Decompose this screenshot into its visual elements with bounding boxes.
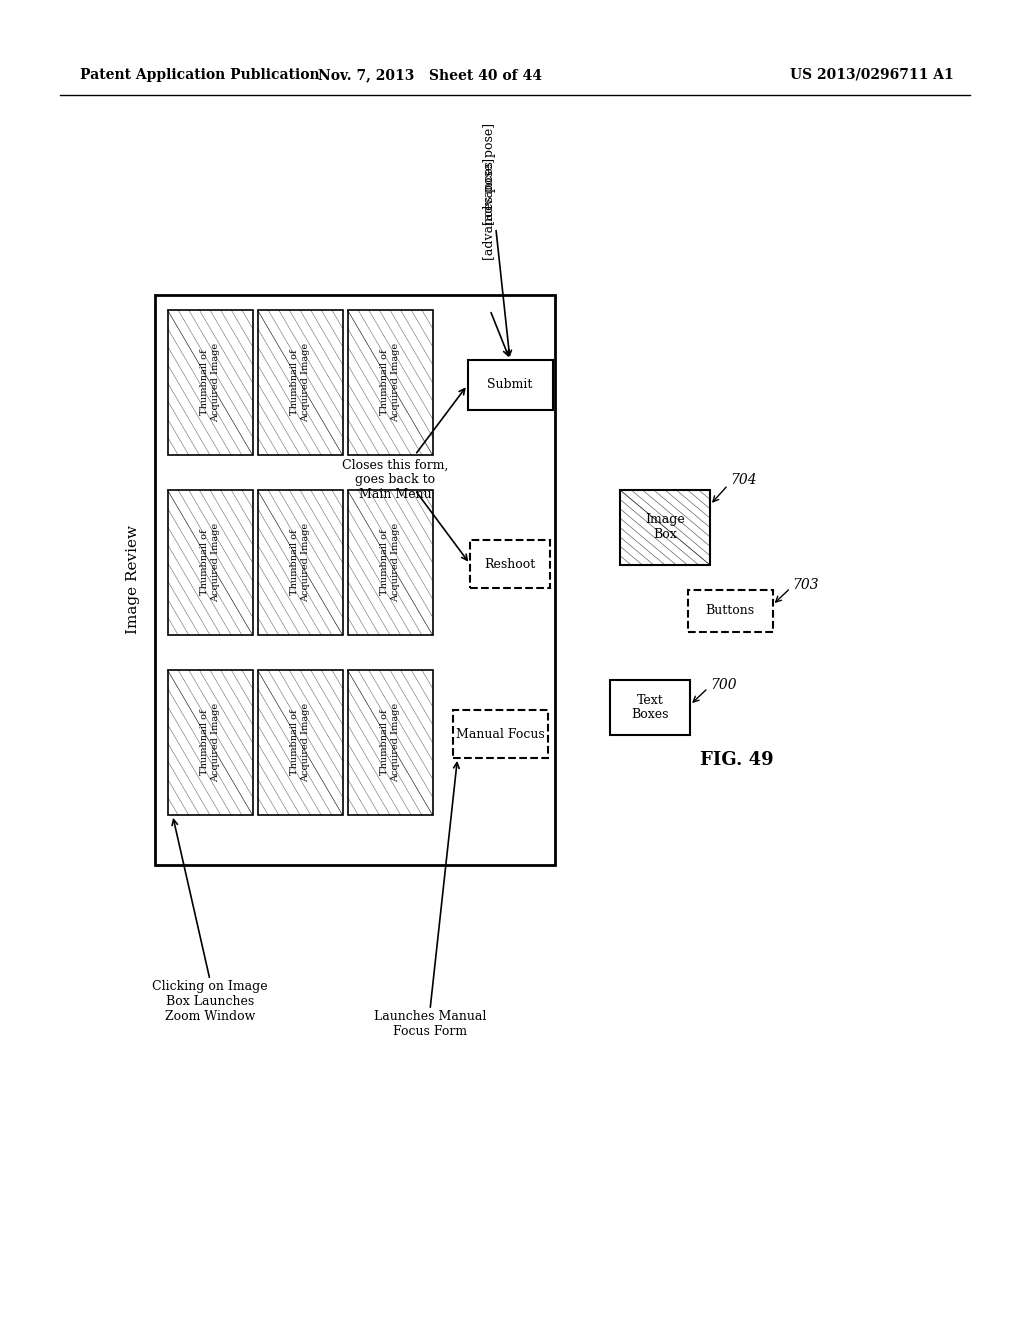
Bar <box>620 490 710 565</box>
Bar <box>257 490 342 635</box>
Text: Clicking on Image
Box Launches
Zoom Window: Clicking on Image Box Launches Zoom Wind… <box>153 979 268 1023</box>
Text: Image
Box: Image Box <box>645 513 685 541</box>
Bar <box>610 680 690 735</box>
Text: Thumbnail of
Acquired Image: Thumbnail of Acquired Image <box>201 523 220 602</box>
Text: Submit: Submit <box>487 379 532 392</box>
Bar <box>470 540 550 587</box>
Text: Thumbnail of
Acquired Image: Thumbnail of Acquired Image <box>201 343 220 422</box>
Bar <box>453 710 548 758</box>
Text: Patent Application Publication: Patent Application Publication <box>80 69 319 82</box>
Bar <box>168 490 253 635</box>
Bar <box>347 490 432 635</box>
Text: 700: 700 <box>710 678 736 692</box>
Text: FIG. 49: FIG. 49 <box>700 751 773 770</box>
Text: Thumbnail of
Acquired Image: Thumbnail of Acquired Image <box>290 704 309 781</box>
Text: Thumbnail of
Acquired Image: Thumbnail of Acquired Image <box>380 704 399 781</box>
Text: 703: 703 <box>793 578 819 591</box>
Text: [advances pose]: [advances pose] <box>483 158 497 260</box>
Text: Thumbnail of
Acquired Image: Thumbnail of Acquired Image <box>380 343 399 422</box>
Text: US 2013/0296711 A1: US 2013/0296711 A1 <box>790 69 953 82</box>
Text: Nov. 7, 2013   Sheet 40 of 44: Nov. 7, 2013 Sheet 40 of 44 <box>318 69 542 82</box>
Text: Text
Boxes: Text Boxes <box>631 693 669 722</box>
Bar <box>168 310 253 455</box>
Text: 704: 704 <box>730 473 757 487</box>
Text: Thumbnail of
Acquired Image: Thumbnail of Acquired Image <box>201 704 220 781</box>
Text: Reshoot: Reshoot <box>484 557 536 570</box>
Text: Launches Manual
Focus Form: Launches Manual Focus Form <box>374 1010 486 1038</box>
Text: Thumbnail of
Acquired Image: Thumbnail of Acquired Image <box>380 523 399 602</box>
Text: Closes this form,
goes back to
Main Menu: Closes this form, goes back to Main Menu <box>342 458 449 502</box>
Text: Thumbnail of
Acquired Image: Thumbnail of Acquired Image <box>290 523 309 602</box>
Bar <box>468 360 553 411</box>
Bar <box>168 671 253 814</box>
Text: [advances pose]: [advances pose] <box>483 123 511 355</box>
Text: Thumbnail of
Acquired Image: Thumbnail of Acquired Image <box>290 343 309 422</box>
Bar <box>347 671 432 814</box>
Bar <box>155 294 555 865</box>
Bar <box>347 310 432 455</box>
Text: Buttons: Buttons <box>706 605 755 618</box>
Text: Manual Focus: Manual Focus <box>456 727 545 741</box>
Bar <box>687 590 772 632</box>
Bar <box>257 310 342 455</box>
Bar <box>257 671 342 814</box>
Text: Image Review: Image Review <box>126 525 140 635</box>
